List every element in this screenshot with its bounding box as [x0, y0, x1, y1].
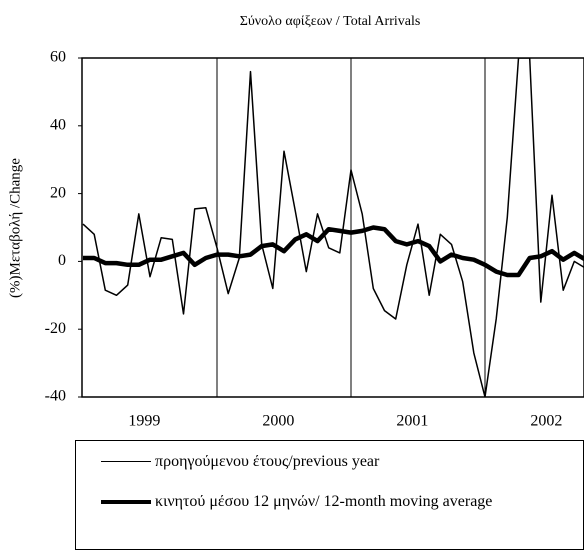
x-tick-label: 2002	[530, 413, 562, 430]
y-tick-label: 0	[58, 252, 66, 269]
plot-frame	[81, 57, 584, 398]
chart: Σύνολο αφίξεων / Total Arrivals (%)Μεταβ…	[7, 14, 584, 430]
legend-label: προηγούμενου έτους/previous year	[155, 453, 380, 470]
legend-label: κινητού μέσου 12 μηνών/ 12-month moving …	[155, 493, 493, 510]
legend-swatch	[101, 499, 151, 504]
plot-area	[82, 58, 584, 397]
legend-entry: κινητού μέσου 12 μηνών/ 12-month moving …	[76, 493, 505, 511]
series-line	[82, 58, 584, 397]
x-tick-label: 1999	[128, 413, 160, 430]
chart-title: Σύνολο αφίξεων / Total Arrivals	[240, 14, 421, 29]
y-tick-label: -40	[45, 388, 66, 405]
x-tick-label: 2001	[396, 413, 428, 430]
page: {"chart_data": {"type": "line", "title":…	[7, 14, 584, 550]
y-tick-label: 40	[50, 116, 66, 133]
y-axis-label: (%)Μεταβολή /Change	[7, 158, 23, 298]
y-tick-label: 20	[50, 184, 66, 201]
series-line	[83, 225, 584, 278]
y-tick-label: -20	[45, 320, 66, 337]
legend: προηγούμενου έτους/previous year κινητού …	[75, 440, 584, 550]
legend-entry: προηγούμενου έτους/previous year	[76, 453, 505, 471]
legend-swatch	[101, 461, 151, 463]
y-tick-label: 60	[50, 49, 66, 66]
x-tick-label: 2000	[262, 413, 294, 430]
